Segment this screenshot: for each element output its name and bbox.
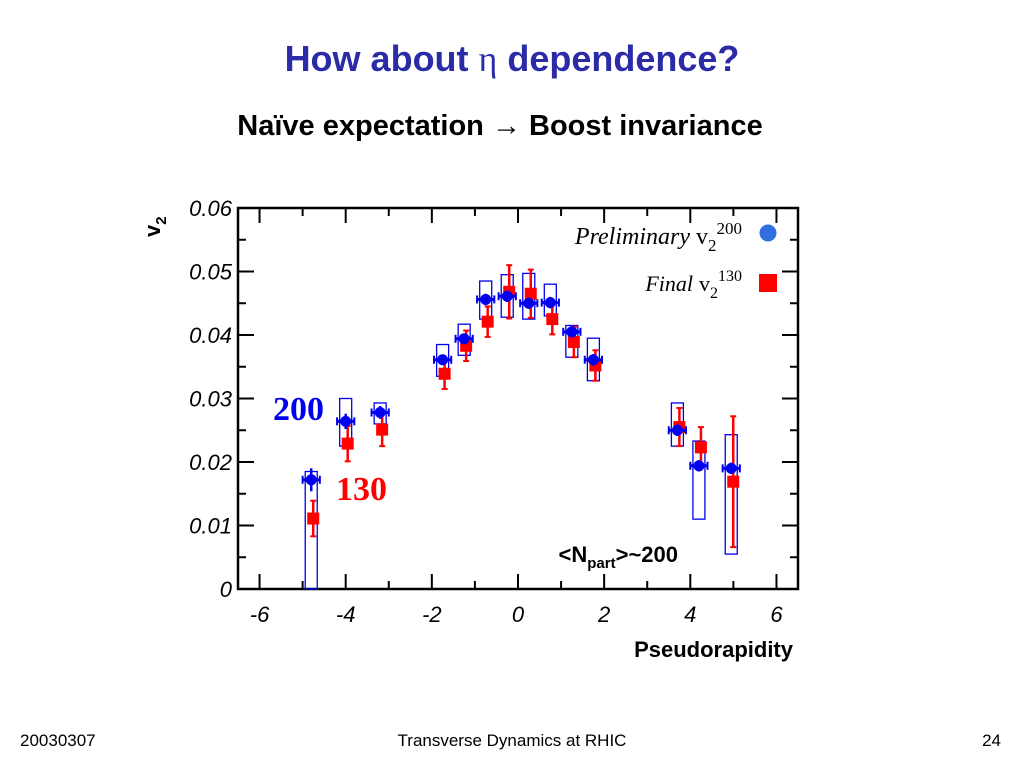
y-tick-label: 0.04 (189, 323, 232, 348)
footer-date: 20030307 (20, 731, 96, 750)
data-point-130 (524, 287, 537, 300)
data-point-130 (481, 315, 494, 328)
data-point-130 (727, 475, 740, 488)
data-point-200 (480, 293, 492, 305)
data-point-200 (374, 406, 386, 418)
slide-subtitle: Naïve expectation → Boost invariance (0, 110, 1000, 143)
legend-preliminary-sub: 2 (708, 236, 717, 255)
x-tick-label: -2 (422, 602, 442, 627)
data-point-200 (671, 424, 683, 436)
y-tick-label: 0.03 (189, 387, 233, 412)
legend-marker-circle (759, 224, 777, 242)
legend-entry-preliminary: Preliminary v2200 (574, 219, 742, 255)
data-point-200 (587, 354, 599, 366)
title-post: dependence? (497, 38, 740, 79)
legend-final-italic: Final (644, 271, 693, 296)
data-point-200 (523, 297, 535, 309)
x-tick-label: 2 (597, 602, 610, 627)
x-tick-labels: -6 -4 -2 0 2 4 6 (250, 602, 784, 627)
subtitle-post: Boost invariance (520, 110, 763, 142)
footer-title: Transverse Dynamics at RHIC (397, 731, 627, 750)
data-point-200 (725, 462, 737, 474)
data-point-200 (305, 474, 317, 486)
data-point-200 (458, 333, 470, 345)
legend-entry-final: Final v2130 (644, 268, 742, 302)
slide-title: How about η dependence? (0, 38, 1024, 80)
y-tick-label: 0.02 (189, 450, 232, 475)
x-tick-label: 0 (512, 602, 525, 627)
y-axis-label-sub: 2 (153, 216, 170, 224)
legend-preliminary-v: v (696, 224, 708, 250)
legend-marker-square (759, 274, 777, 292)
data-point-200 (544, 297, 556, 309)
legend-preliminary-italic: Preliminary (574, 224, 690, 250)
systematic-box (692, 440, 706, 520)
data-point-130 (307, 512, 320, 525)
y-tick-labels: 0 0.01 0.02 0.03 0.04 0.05 0.06 (189, 196, 233, 602)
x-tick-label: 4 (684, 602, 696, 627)
data-point-200 (566, 326, 578, 338)
systematic-box (724, 434, 738, 555)
axis-ticks (238, 207, 798, 590)
data-point-200 (340, 415, 352, 427)
data-point-130 (438, 367, 451, 380)
y-tick-label: 0.01 (189, 514, 232, 539)
data-point-200 (501, 290, 513, 302)
data-point-200 (693, 460, 705, 472)
legend-preliminary-sup: 200 (717, 219, 743, 238)
y-tick-label: 0 (220, 577, 233, 602)
data-point-130 (341, 437, 354, 450)
x-tick-label: -4 (336, 602, 356, 627)
data-point-130 (546, 313, 559, 326)
series-v2-200 (301, 290, 741, 492)
y-tick-label: 0.05 (189, 260, 233, 285)
right-arrow-icon: → (491, 110, 521, 142)
y-tick-label: 0.06 (189, 196, 233, 221)
data-point-200 (437, 354, 449, 366)
footer-page-number: 24 (982, 731, 1001, 750)
annotation-npart: <Npart>~200 (559, 542, 679, 572)
legend-final-sup: 130 (718, 268, 742, 285)
x-tick-label: -6 (250, 602, 270, 627)
data-point-130 (694, 441, 707, 454)
x-axis-label: Pseudorapidity (634, 637, 794, 662)
annotation-130: 130 (336, 471, 387, 508)
y-axis-label: v2 (140, 216, 170, 237)
npart-sub: part (587, 555, 615, 572)
y-axis-label-base: v (140, 224, 165, 237)
npart-close: >~200 (616, 542, 678, 567)
subtitle-pre: Naïve expectation (237, 110, 492, 142)
x-tick-label: 6 (770, 602, 783, 627)
npart-open: <N (559, 542, 588, 567)
annotation-200: 200 (273, 391, 324, 428)
data-point-130 (376, 423, 389, 436)
legend: Preliminary v2200 Final v2130 (574, 219, 777, 302)
title-eta-symbol: η (478, 39, 498, 79)
data-point-130 (567, 335, 580, 348)
legend-final-v: v (699, 271, 710, 296)
series-v2-130 (307, 264, 740, 549)
title-pre: How about (284, 38, 479, 79)
legend-final-sub: 2 (710, 285, 718, 302)
